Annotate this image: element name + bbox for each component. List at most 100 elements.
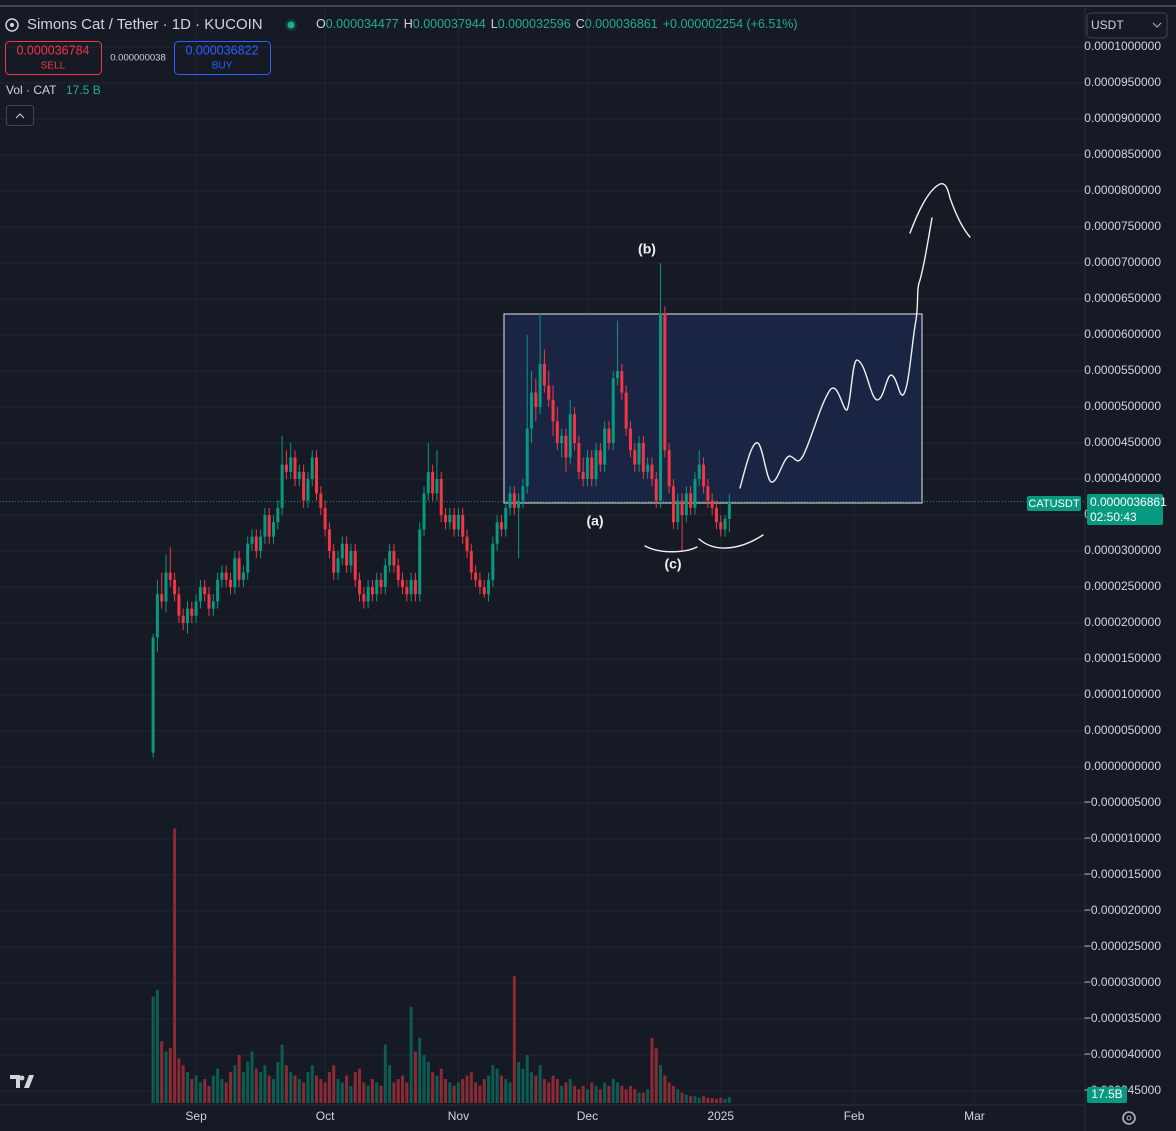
- volume-bar: [508, 1082, 512, 1103]
- volume-bar: [173, 828, 177, 1103]
- candle-body: [426, 471, 430, 494]
- volume-bar: [491, 1065, 495, 1103]
- symbol-title[interactable]: Simons Cat / Tether · 1D · KUCOIN: [27, 16, 263, 33]
- candle-body: [237, 558, 241, 580]
- candle-body: [508, 493, 512, 508]
- volume-bar: [499, 1075, 503, 1103]
- candle-body: [246, 543, 250, 573]
- candle-body: [336, 558, 340, 573]
- candle-body: [392, 551, 396, 566]
- volume-bar: [254, 1068, 258, 1103]
- candle-body: [710, 500, 714, 508]
- candle-body: [628, 428, 632, 451]
- candle-body: [302, 471, 306, 501]
- y-tick-label: −0.000015000: [1084, 867, 1161, 881]
- volume-bar: [332, 1065, 336, 1103]
- settings-icon[interactable]: [1122, 1111, 1136, 1125]
- candle-body: [680, 500, 684, 516]
- volume-bar: [487, 1075, 491, 1103]
- volume-bar: [628, 1085, 632, 1103]
- collapse-button[interactable]: [6, 105, 34, 126]
- candle-body: [345, 543, 349, 566]
- change-value: +0.000002254 (+6.51%): [663, 17, 798, 31]
- volume-bar: [280, 1044, 284, 1103]
- volume-bar: [530, 1072, 534, 1103]
- y-tick-label: 0.0000300000: [1084, 543, 1161, 557]
- candle-body: [594, 450, 598, 480]
- volume-bar: [607, 1085, 611, 1103]
- candle-body: [676, 500, 680, 523]
- volume-bar: [362, 1082, 366, 1103]
- sell-button[interactable]: [5, 41, 102, 75]
- candle-body: [456, 515, 460, 530]
- candle-body: [654, 479, 658, 501]
- volume-bar: [207, 1085, 211, 1103]
- y-tick-label: 0.0000950000: [1084, 75, 1161, 89]
- candle-body: [620, 371, 624, 393]
- candle-body: [534, 392, 538, 408]
- candle-body: [259, 536, 263, 552]
- volume-bar: [293, 1075, 297, 1103]
- volume-bar: [512, 976, 516, 1103]
- currency-select[interactable]: [1086, 12, 1168, 39]
- volume-bar: [383, 1044, 387, 1103]
- volume-bar: [659, 1065, 663, 1103]
- candle-body: [229, 579, 233, 588]
- candle-body: [530, 392, 534, 429]
- volume-bar: [495, 1068, 499, 1103]
- candle-body: [431, 471, 435, 494]
- volume-bar: [224, 1082, 228, 1103]
- volume-bar: [547, 1082, 551, 1103]
- volume-bar: [706, 1097, 710, 1103]
- buy-button[interactable]: [174, 41, 271, 75]
- tv-logo[interactable]: [10, 1075, 34, 1088]
- candle-body: [289, 457, 293, 472]
- candle-body: [525, 428, 529, 487]
- volume-bar: [426, 1061, 430, 1103]
- price-tag: [1087, 494, 1163, 525]
- volume-bar: [603, 1082, 607, 1103]
- buy-label: BUY: [212, 61, 233, 72]
- volume-bar: [581, 1085, 585, 1103]
- currency-caret: [1152, 22, 1162, 28]
- y-tick-label: −0.000030000: [1084, 975, 1161, 989]
- y-tick-label: 0.0000450000: [1084, 435, 1161, 449]
- candle-body: [663, 313, 667, 451]
- candle-body: [659, 313, 663, 501]
- y-tick-label: −0.000025000: [1084, 939, 1161, 953]
- collapse-icon: [15, 113, 25, 119]
- candle-body: [538, 363, 542, 408]
- candle-body: [452, 515, 456, 530]
- volume-bar: [469, 1072, 473, 1103]
- projection-line: [739, 217, 933, 489]
- candle-body: [689, 493, 693, 508]
- candle-body: [401, 579, 405, 588]
- candle-body: [173, 579, 177, 595]
- candle-body: [551, 399, 555, 422]
- candle-body: [319, 493, 323, 508]
- volume-bar: [697, 1097, 701, 1103]
- y-tick-label: −0.000010000: [1084, 831, 1161, 845]
- volume-bar: [310, 1065, 314, 1103]
- volume-bar: [345, 1075, 349, 1103]
- volume-bar: [319, 1078, 323, 1103]
- volume-bar: [693, 1096, 697, 1103]
- candle-body: [607, 428, 611, 444]
- volume-bar: [620, 1085, 624, 1103]
- x-tick-label: Feb: [844, 1109, 865, 1123]
- volume-bar: [504, 1078, 508, 1103]
- x-tick-label: Oct: [316, 1109, 335, 1123]
- candle-body: [444, 515, 448, 523]
- volume-bar: [663, 1075, 667, 1103]
- candle-body: [487, 579, 491, 595]
- volume-bar: [452, 1085, 456, 1103]
- volume-bar: [203, 1078, 207, 1103]
- candle-body: [185, 608, 189, 624]
- volume-bar: [250, 1051, 254, 1103]
- volume-bar: [676, 1089, 680, 1103]
- candle-body: [306, 479, 310, 501]
- volume-bar: [413, 1051, 417, 1103]
- candle-body: [633, 450, 637, 465]
- volume-bar: [409, 1006, 413, 1103]
- volume-bar: [396, 1078, 400, 1103]
